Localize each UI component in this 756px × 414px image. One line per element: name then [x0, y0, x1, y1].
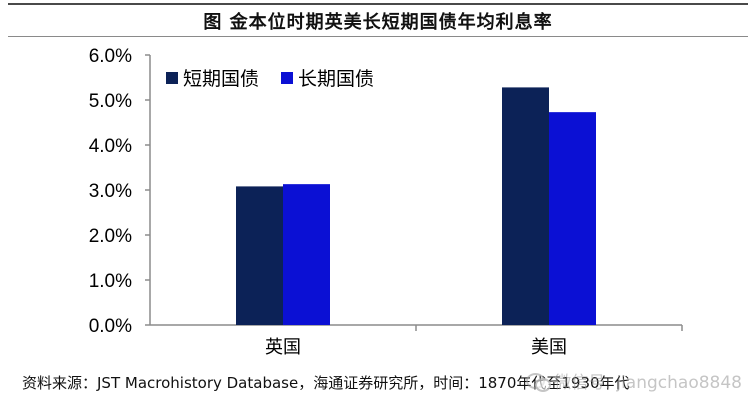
y-tick-label: 1.0%	[89, 271, 132, 292]
y-tick-label: 6.0%	[89, 46, 132, 67]
watermark-text: 微信号: jiangchao8848	[554, 373, 742, 393]
wechat-icon	[526, 371, 552, 392]
legend-swatch	[281, 72, 293, 84]
y-tick-label: 2.0%	[89, 226, 132, 247]
bar-short-term	[502, 87, 549, 326]
bar-short-term	[236, 186, 283, 325]
y-tick-label: 3.0%	[89, 181, 132, 202]
legend-label: 长期国债	[298, 68, 374, 90]
bar-long-term	[549, 112, 596, 326]
x-category-label: 英国	[265, 337, 301, 358]
y-tick-label: 4.0%	[89, 136, 132, 157]
bar-chart: 0.0% 1.0% 2.0% 3.0% 4.0% 5.0% 6.0% 英国 美国 短期国债 长期国债	[89, 46, 683, 358]
x-category-label: 美国	[531, 337, 567, 358]
legend-label: 短期国债	[183, 68, 259, 90]
chart-title-bar: 图 金本位时期英美长短期国债年均利息率	[8, 3, 748, 37]
y-tick-label: 0.0%	[89, 316, 132, 337]
watermark: 微信号: jiangchao8848	[526, 368, 742, 393]
bar-long-term	[283, 184, 330, 325]
source-note: 资料来源：JST Macrohistory Database，海通证券研究所，时…	[22, 374, 630, 392]
y-tick-label: 5.0%	[89, 91, 132, 112]
legend-swatch	[166, 72, 178, 84]
chart-title: 图 金本位时期英美长短期国债年均利息率	[203, 11, 553, 33]
